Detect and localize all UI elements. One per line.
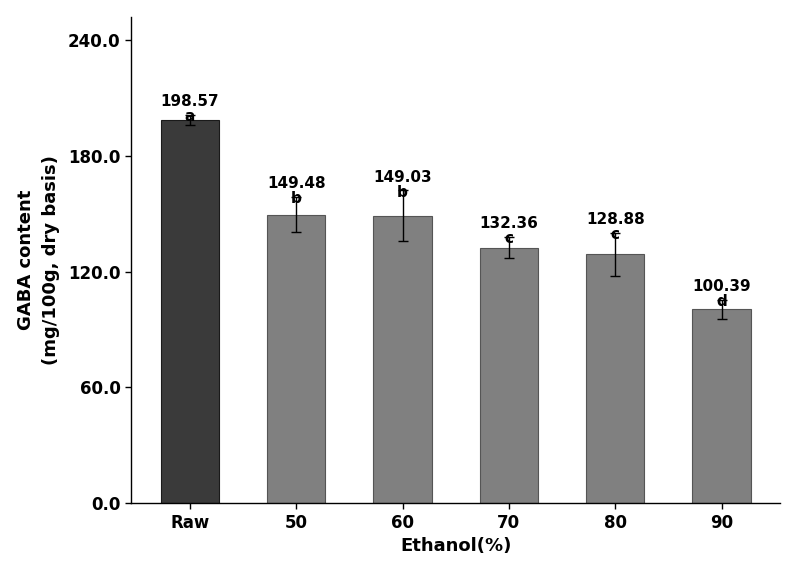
- X-axis label: Ethanol(%): Ethanol(%): [400, 537, 512, 555]
- Text: d: d: [717, 294, 727, 309]
- Text: b: b: [397, 185, 408, 200]
- Text: b: b: [291, 192, 301, 206]
- Bar: [373, 216, 432, 503]
- Bar: [160, 120, 219, 503]
- Y-axis label: GABA content
(mg/100g, dry basis): GABA content (mg/100g, dry basis): [17, 155, 60, 365]
- Text: 100.39: 100.39: [693, 279, 751, 294]
- Text: 149.03: 149.03: [373, 170, 432, 185]
- Text: 149.48: 149.48: [267, 177, 325, 192]
- Text: 198.57: 198.57: [160, 94, 219, 109]
- Bar: [693, 309, 751, 503]
- Bar: [267, 214, 325, 503]
- Bar: [480, 248, 538, 503]
- Text: c: c: [505, 231, 513, 247]
- Text: 128.88: 128.88: [586, 212, 645, 228]
- Bar: [586, 255, 645, 503]
- Text: 132.36: 132.36: [480, 216, 538, 231]
- Text: c: c: [611, 228, 620, 243]
- Text: a: a: [185, 109, 195, 124]
